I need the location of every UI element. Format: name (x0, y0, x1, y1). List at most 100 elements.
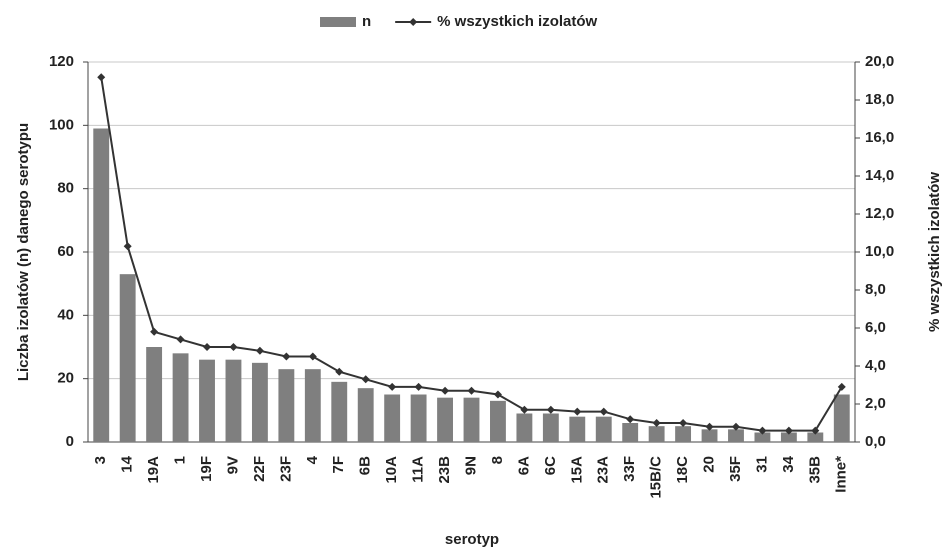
bar (146, 347, 163, 442)
line-marker (335, 367, 344, 376)
bar (780, 432, 797, 442)
bar (119, 274, 136, 442)
bar (595, 416, 612, 442)
bar (833, 394, 850, 442)
line-marker (361, 375, 370, 384)
bar (278, 369, 295, 442)
y-tick-label: 40 (57, 306, 74, 323)
bar (807, 432, 824, 442)
bar (304, 369, 321, 442)
bar (93, 128, 110, 442)
line-marker (837, 382, 846, 391)
line-marker (546, 405, 555, 414)
bar (490, 400, 506, 442)
bar (622, 423, 639, 442)
line-marker (229, 343, 238, 351)
x-tick-label: 23F (277, 456, 294, 482)
x-tick-label: 10A (383, 456, 400, 484)
x-tick-label: 7F (330, 456, 347, 474)
legend-marker (409, 18, 418, 26)
x-tick-label: 6B (357, 456, 374, 475)
line-marker (573, 407, 582, 416)
y2-tick-label: 18,0 (865, 91, 894, 108)
x-tick-label: 22F (251, 456, 268, 482)
x-tick-label: 9N (462, 456, 479, 475)
y-tick-label: 60 (57, 243, 74, 260)
bar (225, 359, 242, 442)
line-marker (493, 390, 502, 399)
y2-axis-label: % wszystkich izolatów (926, 172, 943, 332)
bar (172, 353, 189, 442)
line-marker (441, 386, 450, 395)
x-tick-label: 19A (145, 456, 162, 484)
x-tick-label: 15A (568, 456, 585, 484)
line-marker (203, 343, 212, 351)
x-tick-label: 1 (172, 456, 189, 464)
legend-swatch (320, 17, 356, 27)
x-tick-label: 34 (780, 455, 797, 472)
bar (701, 429, 718, 442)
x-tick-label: 20 (701, 456, 718, 473)
line-marker (388, 382, 397, 391)
line-marker (705, 422, 714, 431)
y-axis-label: Liczba izolatów (n) danego serotypu (15, 123, 32, 381)
line-marker (731, 422, 740, 431)
legend-label: n (362, 13, 371, 30)
x-tick-label: 23B (436, 456, 453, 484)
x-tick-label: 14 (119, 455, 136, 472)
x-tick-label: 23A (595, 456, 612, 484)
bar (569, 416, 586, 442)
x-tick-label: 6C (542, 456, 559, 475)
x-tick-label: 4 (304, 455, 321, 464)
line-marker (97, 73, 106, 82)
bar (675, 426, 692, 442)
bar (542, 413, 559, 442)
line-marker (679, 419, 688, 427)
legend-label: % wszystkich izolatów (437, 13, 597, 30)
line-marker (520, 405, 529, 414)
bar (410, 394, 427, 442)
line-marker (626, 415, 635, 424)
x-tick-label: 18C (674, 456, 691, 484)
x-tick-label: 3 (92, 456, 109, 464)
line-marker (652, 419, 661, 427)
x-tick-label: 35B (806, 456, 823, 484)
x-tick-label: 9V (224, 456, 241, 474)
bar (384, 394, 401, 442)
x-tick-label: 19F (198, 456, 215, 482)
x-tick-label: 31 (753, 456, 770, 473)
y2-tick-label: 10,0 (865, 243, 894, 260)
x-tick-label: 6A (515, 456, 532, 475)
y2-tick-label: 14,0 (865, 167, 894, 184)
line-marker (282, 352, 291, 361)
y2-tick-label: 6,0 (865, 319, 886, 336)
bar (728, 429, 744, 442)
y-tick-label: 20 (57, 370, 74, 387)
x-tick-label: 8 (489, 456, 506, 464)
y-tick-label: 120 (49, 53, 74, 70)
y2-tick-label: 2,0 (865, 395, 886, 412)
line-marker (308, 352, 317, 361)
y2-tick-label: 4,0 (865, 357, 886, 374)
bar (199, 359, 215, 442)
line-marker (123, 242, 132, 251)
y-tick-label: 100 (49, 116, 74, 133)
line-marker (414, 382, 423, 391)
x-tick-label: 33F (621, 456, 638, 482)
y-tick-label: 80 (57, 180, 74, 197)
line-marker (467, 386, 476, 395)
y2-tick-label: 8,0 (865, 281, 886, 298)
y2-tick-label: 16,0 (865, 129, 894, 146)
bar (463, 397, 480, 442)
bar (331, 381, 348, 442)
x-axis-label: serotyp (445, 531, 499, 548)
line-marker (758, 426, 767, 435)
line-marker (150, 327, 159, 336)
x-tick-label: 35F (727, 456, 744, 482)
bar (357, 388, 374, 442)
bar (251, 362, 268, 442)
x-tick-label: 15B/C (648, 456, 665, 499)
x-tick-label: 11A (410, 456, 427, 483)
y2-tick-label: 20,0 (865, 53, 894, 70)
